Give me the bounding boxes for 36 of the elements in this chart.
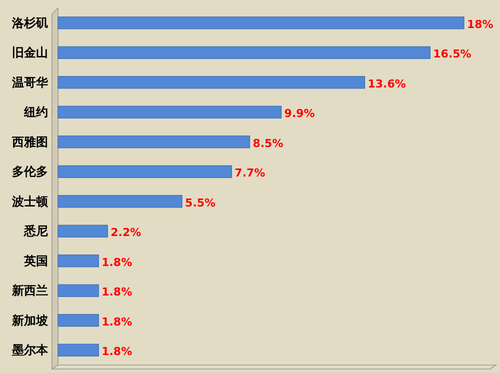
data-label: 7.7% — [234, 166, 266, 180]
bar — [58, 314, 99, 327]
data-label: 18% — [467, 18, 494, 31]
data-label: 1.8% — [102, 315, 132, 328]
y-tick-label: 纽约 — [23, 105, 48, 120]
data-label: 1.8% — [102, 345, 132, 358]
bar — [58, 284, 99, 297]
y-tick-label: 旧金山 — [12, 46, 48, 60]
data-label: 9.9% — [284, 107, 315, 120]
y-tick-label: 墨尔本 — [11, 343, 49, 358]
bar — [58, 136, 250, 148]
y-tick-label: 英国 — [23, 254, 48, 268]
y-tick-label: 新西兰 — [11, 284, 48, 298]
data-label: 1.8% — [102, 286, 132, 299]
bar — [58, 76, 366, 89]
bar — [58, 344, 99, 356]
bar — [58, 195, 182, 208]
data-label: 8.5% — [252, 136, 284, 150]
bar — [58, 165, 232, 178]
bar — [58, 16, 464, 30]
bar — [58, 46, 430, 59]
data-label: 13.6% — [368, 77, 406, 90]
y-tick-label: 多伦多 — [12, 164, 48, 179]
bar — [58, 254, 99, 268]
data-label: 2.2% — [110, 226, 142, 240]
data-label: 5.5% — [185, 196, 216, 210]
data-label: 16.5% — [433, 48, 472, 61]
y-tick-label: 新加坡 — [11, 313, 49, 328]
y-tick-label: 悉尼 — [23, 224, 48, 238]
y-tick-label: 西雅图 — [11, 134, 48, 149]
y-tick-label: 波士顿 — [11, 194, 49, 208]
bar — [58, 224, 108, 238]
data-label: 1.8% — [102, 256, 132, 269]
y-tick-label: 洛杉矶 — [11, 16, 48, 30]
y-tick-label: 温哥华 — [11, 75, 49, 90]
bar — [58, 106, 282, 118]
